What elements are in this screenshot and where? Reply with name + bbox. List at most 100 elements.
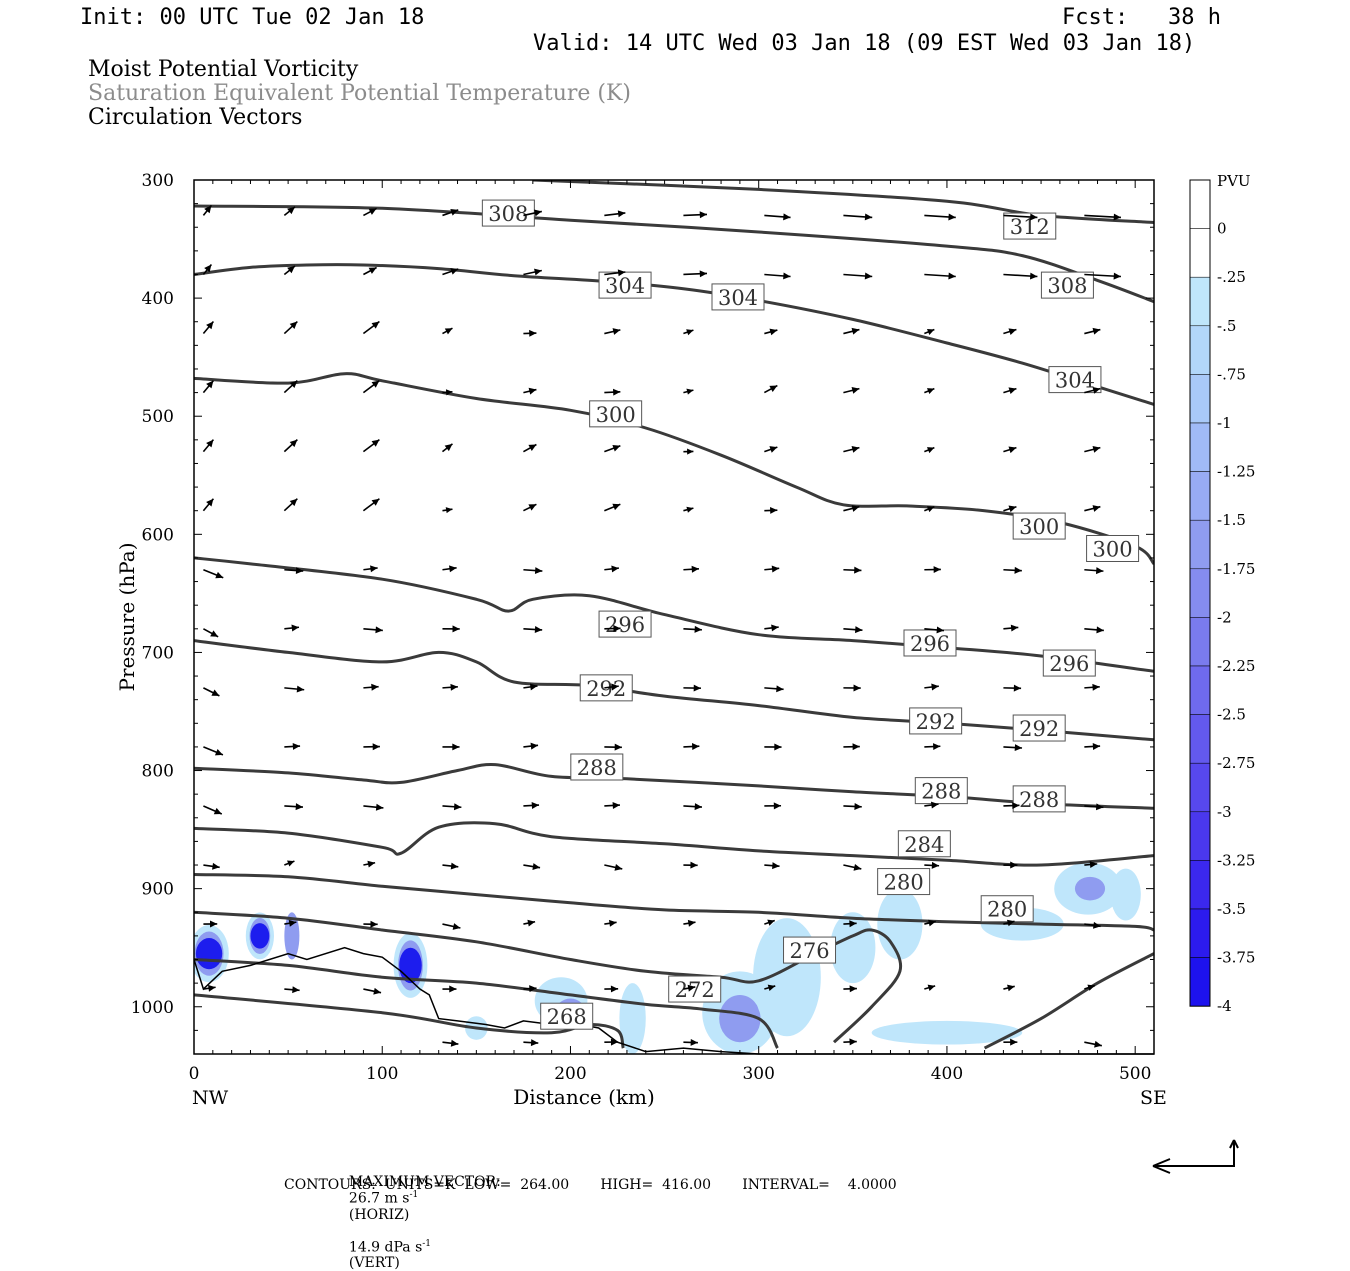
colorbar-label: -.75: [1217, 365, 1246, 383]
circulation-vector: [1003, 862, 1017, 869]
circulation-vector: [1084, 328, 1100, 335]
circulation-vector: [284, 207, 295, 216]
circulation-vector: [764, 862, 779, 869]
x-end-label-left: NW: [192, 1087, 229, 1109]
circulation-vector: [284, 266, 295, 275]
circulation-vector: [1084, 1041, 1101, 1048]
circulation-vector: [843, 567, 861, 574]
colorbar-label: -2: [1217, 608, 1232, 626]
colorbar-label: -2.25: [1217, 657, 1255, 675]
circulation-vector: [363, 988, 381, 995]
colorbar-label: -2.75: [1217, 754, 1255, 772]
y-tick-label: 500: [142, 407, 174, 427]
circulation-vector: [683, 270, 707, 277]
circulation-vector: [442, 625, 459, 632]
circulation-vector: [284, 625, 299, 632]
circulation-vector: [1084, 684, 1099, 691]
circulation-vector: [363, 565, 377, 572]
circulation-vector: [764, 213, 790, 220]
circulation-vector: [284, 322, 297, 334]
contour-label-292: 292: [1013, 715, 1065, 741]
circulation-vector: [924, 447, 934, 453]
circulation-vector: [523, 504, 536, 510]
circulation-vector: [843, 743, 859, 750]
y-tick-label: 400: [142, 289, 174, 309]
pv-patch: [196, 938, 222, 969]
y-tick-label: 1000: [131, 998, 174, 1018]
contour-label-text: 300: [1093, 537, 1133, 561]
circulation-vector: [442, 507, 452, 513]
circulation-vector: [363, 499, 379, 511]
contour-label-284: 284: [898, 831, 950, 857]
contour-label-text: 288: [1019, 788, 1059, 812]
max-vector-line: MAXIMUM VECTOR: 26.7 m s-1 (HORIZ) 14.9 …: [340, 1158, 501, 1271]
circulation-vector: [203, 499, 213, 511]
circulation-vector: [683, 920, 695, 927]
colorbar-segment: [1190, 229, 1210, 278]
contour-label-280: 280: [981, 896, 1033, 922]
circulation-vector: [843, 803, 861, 810]
pv-shading: [189, 863, 1141, 1054]
contour-label-308: 308: [1041, 272, 1093, 298]
circulation-vector: [203, 806, 221, 814]
contour-label-300: 300: [1013, 513, 1065, 539]
circulation-vector: [604, 1039, 618, 1046]
max-vert-value: 14.9 dPa s: [349, 1239, 422, 1255]
circulation-vector: [683, 626, 701, 633]
circulation-vector: [523, 1039, 538, 1046]
colorbar-label: -2.5: [1217, 706, 1246, 724]
circulation-vector: [523, 802, 539, 809]
colorbar-segment: [1190, 617, 1210, 666]
pv-patch: [753, 918, 821, 1036]
circulation-vector: [363, 381, 379, 393]
circulation-vector: [683, 389, 693, 395]
contour-label-text: 284: [904, 833, 944, 857]
circulation-vector: [843, 387, 859, 394]
contour-label-text: 292: [586, 677, 626, 701]
y-tick-label: 900: [142, 880, 174, 900]
pv-patch: [250, 923, 269, 949]
circulation-vector: [924, 329, 934, 335]
colorbar-segment: [1190, 180, 1210, 229]
colorbar-label: -1.25: [1217, 463, 1255, 481]
contour-label-text: 308: [1047, 274, 1087, 298]
colorbar-label: -4: [1217, 997, 1232, 1015]
colorbar-segment: [1190, 812, 1210, 861]
colorbar: PVU0-.25-.5-.75-1-1.25-1.5-1.75-2-2.25-2…: [1190, 172, 1255, 1015]
circulation-vector: [284, 743, 300, 750]
contour-label-292: 292: [910, 708, 962, 734]
circulation-vector: [523, 920, 535, 927]
colorbar-label: -3.25: [1217, 851, 1255, 869]
circulation-vector: [1084, 505, 1100, 512]
contour-label-288: 288: [1013, 786, 1065, 812]
circulation-vector: [284, 499, 297, 511]
circulation-vector: [843, 1038, 856, 1045]
colorbar-unit: PVU: [1217, 172, 1251, 190]
circulation-vector: [442, 328, 452, 334]
circulation-vector: [1003, 387, 1016, 394]
y-tick-label: 300: [142, 171, 174, 191]
circulation-vector: [683, 211, 707, 218]
colorbar-segment: [1190, 520, 1210, 569]
circulation-vector: [683, 803, 702, 810]
colorbar-segment: [1190, 666, 1210, 715]
colorbar-label: -1.5: [1217, 511, 1246, 529]
circulation-vector: [523, 626, 542, 633]
circulation-vector: [363, 208, 376, 215]
colorbar-segment: [1190, 277, 1210, 326]
colorbar-label: -3: [1217, 803, 1232, 821]
contour-label-296: 296: [599, 611, 651, 637]
circulation-vector: [843, 213, 872, 220]
circulation-vector: [442, 863, 458, 870]
circulation-vector: [203, 863, 219, 870]
pv-patch: [1111, 869, 1141, 921]
circulation-vector: [442, 923, 460, 930]
circulation-vector: [1003, 446, 1016, 453]
circulation-vector: [203, 629, 218, 637]
colorbar-segment: [1190, 472, 1210, 521]
circulation-vector: [924, 273, 955, 280]
circulation-vector: [1003, 685, 1021, 692]
circulation-vector: [442, 986, 456, 993]
y-tick-label: 600: [142, 525, 174, 545]
